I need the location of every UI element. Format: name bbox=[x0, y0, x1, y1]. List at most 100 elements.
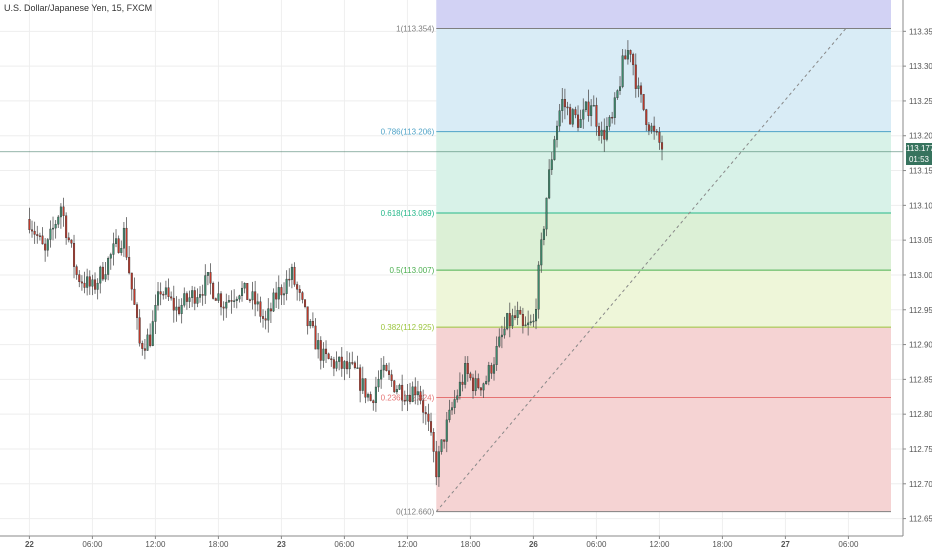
candle-body bbox=[227, 300, 230, 303]
candle-body bbox=[311, 320, 314, 327]
bar-countdown: 01:53 bbox=[906, 154, 932, 165]
price-tick-label: 112.950 bbox=[909, 306, 932, 315]
candle-body bbox=[435, 451, 438, 478]
candle-body bbox=[353, 362, 356, 369]
candle-body bbox=[519, 310, 522, 315]
candle-body bbox=[65, 215, 68, 238]
candle-body bbox=[38, 235, 41, 237]
candle-body bbox=[340, 356, 343, 369]
candle-body bbox=[608, 116, 611, 127]
time-tick-label: 06:00 bbox=[334, 540, 355, 549]
price-tick-label: 113.150 bbox=[909, 167, 932, 176]
candle-body bbox=[558, 110, 561, 127]
candle-body bbox=[422, 400, 425, 413]
candles bbox=[28, 40, 664, 487]
candle-body bbox=[503, 328, 506, 336]
candle-body bbox=[571, 109, 574, 125]
candle-body bbox=[430, 421, 433, 433]
candle-body bbox=[319, 340, 322, 361]
candle-body bbox=[259, 301, 262, 317]
candle-body bbox=[390, 374, 393, 381]
candle-body bbox=[361, 378, 364, 391]
candle-body bbox=[443, 439, 446, 442]
candle-body bbox=[545, 197, 548, 230]
candle-body bbox=[584, 101, 587, 111]
candle-body bbox=[380, 369, 383, 380]
candle-body bbox=[548, 169, 551, 199]
candle-body bbox=[359, 367, 362, 391]
candle-body bbox=[661, 142, 664, 150]
candle-body bbox=[382, 364, 385, 371]
candle-body bbox=[642, 94, 645, 110]
time-tick-label: 06:00 bbox=[586, 540, 607, 549]
candle-body bbox=[414, 386, 417, 396]
candle-body bbox=[101, 266, 104, 280]
candle-body bbox=[151, 321, 154, 346]
candle-body bbox=[149, 334, 152, 346]
fib-level-label: 0(112.660) bbox=[396, 508, 434, 517]
candle-body bbox=[406, 395, 409, 402]
candle-body bbox=[62, 206, 65, 216]
time-tick-label: 12:00 bbox=[649, 540, 670, 549]
candle-body bbox=[403, 400, 406, 402]
candle-body bbox=[280, 287, 283, 296]
price-tick-label: 113.000 bbox=[909, 271, 932, 280]
candle-body bbox=[343, 361, 346, 369]
candle-body bbox=[172, 297, 175, 311]
candle-body bbox=[506, 313, 509, 330]
candle-body bbox=[569, 107, 572, 125]
candle-body bbox=[272, 292, 275, 312]
candle-body bbox=[550, 159, 553, 170]
candle-body bbox=[251, 291, 254, 301]
fib-zone bbox=[436, 131, 891, 214]
candle-body bbox=[411, 386, 414, 402]
time-tick-label: 26 bbox=[529, 540, 538, 549]
candle-body bbox=[298, 289, 301, 293]
candle-body bbox=[445, 419, 448, 442]
candle-body bbox=[183, 293, 186, 306]
fib-level-label: 1(113.354) bbox=[396, 25, 434, 34]
candle-body bbox=[655, 131, 658, 133]
candle-body bbox=[458, 381, 461, 396]
candle-body bbox=[556, 125, 559, 140]
candle-body bbox=[416, 391, 419, 396]
candle-body bbox=[254, 291, 257, 305]
candle-body bbox=[180, 304, 183, 314]
candle-body bbox=[157, 291, 160, 306]
price-tick-label: 113.100 bbox=[909, 201, 932, 210]
candle-body bbox=[514, 315, 517, 318]
candle-body bbox=[31, 229, 34, 232]
candle-body bbox=[374, 386, 377, 404]
candle-body bbox=[542, 228, 545, 240]
price-tick-label: 112.850 bbox=[909, 375, 932, 384]
candle-body bbox=[214, 298, 217, 301]
candle-body bbox=[590, 105, 593, 116]
candle-body bbox=[351, 362, 354, 364]
candle-body bbox=[141, 343, 144, 349]
candle-body bbox=[325, 348, 328, 355]
candle-body bbox=[377, 378, 380, 388]
candle-body bbox=[464, 363, 467, 385]
candle-body bbox=[495, 346, 498, 365]
candle-body bbox=[209, 272, 212, 284]
candle-body bbox=[44, 243, 47, 251]
candle-body bbox=[640, 85, 643, 95]
candle-body bbox=[246, 283, 249, 300]
candle-body bbox=[598, 126, 601, 136]
candle-body bbox=[199, 294, 202, 298]
candle-body bbox=[120, 248, 123, 253]
candle-body bbox=[508, 313, 511, 327]
candle-body bbox=[41, 235, 44, 245]
candle-body bbox=[626, 50, 629, 60]
fib-zone bbox=[436, 327, 891, 398]
candle-body bbox=[395, 389, 398, 393]
candle-body bbox=[472, 377, 475, 392]
candle-body bbox=[241, 287, 244, 296]
candle-body bbox=[217, 293, 220, 301]
candle-body bbox=[482, 383, 485, 391]
candle-body bbox=[595, 105, 598, 127]
candle-body bbox=[107, 258, 110, 275]
chart-title: U.S. Dollar/Japanese Yen, 15, FXCM bbox=[4, 3, 153, 13]
candle-body bbox=[290, 266, 293, 280]
